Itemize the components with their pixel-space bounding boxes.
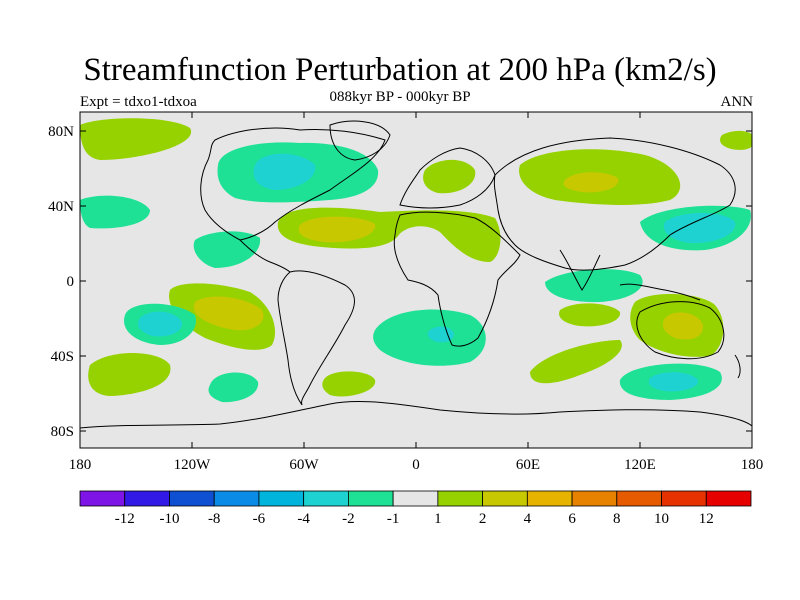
arctic-pacific-positive-region: [80, 118, 192, 160]
lon-tick-label: 60E: [516, 457, 540, 473]
colorbar-label: -6: [253, 511, 266, 527]
lon-tick-label: 0: [412, 457, 420, 473]
colorbar-label: 8: [613, 511, 621, 527]
antarctica-coast: [79, 401, 753, 429]
colorbar-swatch: [571, 490, 618, 507]
colorbar-label: -10: [159, 511, 179, 527]
longitude-axis: 180 120W 60W 0 60E 120E 180: [69, 112, 764, 473]
colorbar-labels: -12 -10 -8 -6 -4 -2 -1 1 2 4 6 8 10 12: [115, 511, 714, 527]
south-pacific-strong-positive: [193, 296, 264, 331]
central-america-coast: [239, 239, 291, 273]
colorbar: [79, 490, 752, 507]
coastlines: [79, 120, 753, 429]
east-pacific-negative-region: [80, 195, 150, 229]
contour-fields: [80, 118, 752, 403]
colorbar-swatch: [437, 490, 483, 507]
north-america-coast: [200, 127, 386, 241]
colorbar-label: 6: [568, 511, 576, 527]
africa-coast: [393, 211, 521, 347]
colorbar-label: -1: [387, 511, 400, 527]
colorbar-swatch: [258, 490, 305, 507]
colorbar-swatch: [661, 490, 707, 507]
colorbar-swatch: [169, 490, 215, 507]
southern-ocean-positive-region-3: [530, 340, 622, 384]
indian-ocean-negative-region: [545, 269, 643, 303]
colorbar-swatch: [303, 490, 349, 507]
colorbar-swatch: [482, 490, 528, 507]
lat-tick-label: 40N: [48, 199, 74, 215]
colorbar-swatch: [616, 490, 662, 507]
southern-ocean-positive-region-2: [322, 371, 376, 397]
colorbar-label: -4: [297, 511, 310, 527]
colorbar-label: -8: [208, 511, 221, 527]
strong-positive-anomaly-regions: [193, 172, 704, 340]
central-america-negative-region: [193, 231, 261, 268]
asia-coast: [493, 137, 736, 271]
season-label: ANN: [720, 94, 754, 110]
southern-ocean-negative-region-1: [208, 372, 259, 403]
australia-coast: [636, 301, 725, 360]
strong-negative-anomaly-regions: [138, 153, 736, 392]
lon-tick-label: 180: [741, 457, 764, 473]
colorbar-label: 12: [699, 511, 714, 527]
lon-tick-label: 120E: [624, 457, 656, 473]
colorbar-swatch: [347, 490, 394, 507]
colorbar-swatch: [392, 490, 439, 507]
colorbar-label: 2: [479, 511, 487, 527]
lon-tick-label: 180: [69, 457, 92, 473]
lat-tick-label: 80S: [51, 424, 74, 440]
southern-ocean-positive-region-1: [88, 352, 171, 396]
europe-coast: [399, 147, 496, 209]
colorbar-swatch: [79, 490, 126, 507]
asia-strong-positive: [563, 172, 619, 193]
colorbar-swatch: [705, 490, 752, 507]
lon-tick-label: 60W: [289, 457, 319, 473]
europe-positive-region: [423, 159, 476, 194]
central-pacific-positive-region: [559, 303, 621, 327]
india-coast: [559, 249, 601, 291]
south-pacific-strong-negative: [138, 311, 183, 337]
southern-ocean-strong-negative: [648, 372, 699, 392]
colorbar-label: -12: [115, 511, 135, 527]
lat-tick-label: 40S: [51, 349, 74, 365]
colorbar-label: 10: [654, 511, 669, 527]
canada-strong-negative: [253, 153, 316, 190]
south-atlantic-strong-negative: [427, 326, 454, 343]
lat-tick-label: 80N: [48, 124, 74, 140]
south-america-coast: [277, 270, 355, 406]
new-zealand-coast: [734, 354, 741, 379]
northwest-pacific-strong-negative: [663, 213, 736, 244]
colorbar-swatch: [213, 490, 260, 507]
colorbar-swatch: [124, 490, 170, 507]
north-atlantic-strong-positive: [298, 216, 376, 243]
map-title: Streamfunction Perturbation at 200 hPa (…: [83, 52, 717, 88]
latitude-axis: 80N 40N 0 40S 80S: [48, 124, 752, 440]
colorbar-label: -2: [342, 511, 355, 527]
indonesia-coast: [619, 283, 701, 301]
lon-tick-label: 120W: [174, 457, 212, 473]
colorbar-swatch: [526, 490, 573, 507]
map-subtitle: 088kyr BP - 000kyr BP: [329, 89, 471, 105]
experiment-label: Expt = tdxo1-tdxoa: [80, 94, 197, 110]
colorbar-label: 1: [434, 511, 442, 527]
colorbar-label: 4: [524, 511, 532, 527]
northeast-pacific-positive-region: [720, 130, 752, 150]
australia-strong-positive: [662, 312, 704, 340]
lat-tick-label: 0: [67, 274, 75, 290]
greenland-coast: [329, 120, 391, 161]
